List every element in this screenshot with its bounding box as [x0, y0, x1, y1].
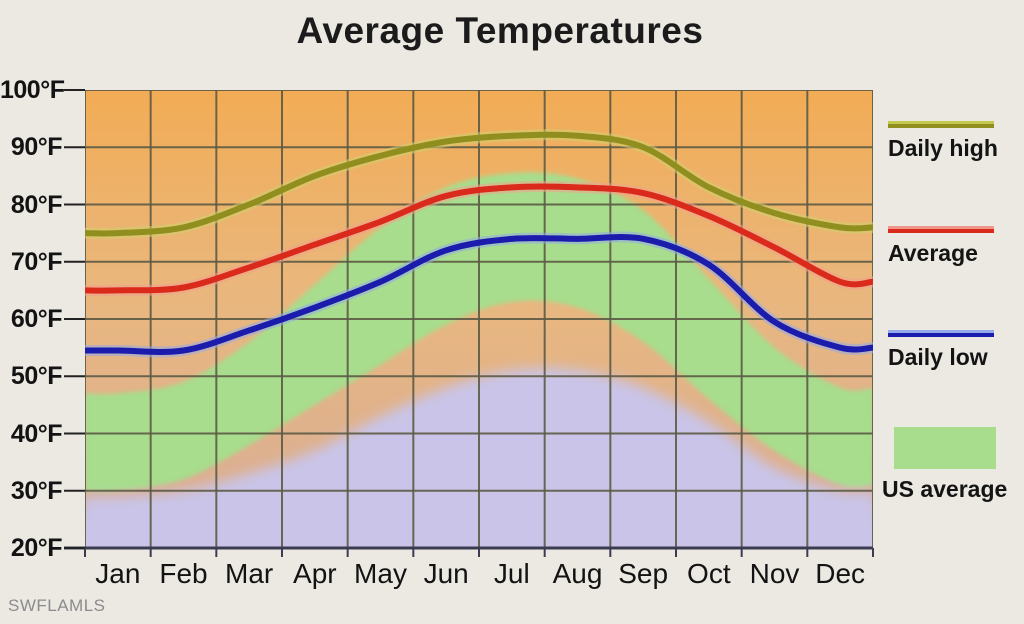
y-axis-label-100: 100°F — [0, 76, 65, 104]
y-axis-label-40: 40°F — [10, 419, 63, 448]
y-axis-label-30: 30°F — [10, 476, 63, 505]
x-axis-label-mar: Mar — [225, 558, 274, 589]
y-axis-label-70: 70°F — [10, 247, 63, 276]
x-axis-label-jun: Jun — [423, 558, 469, 589]
x-axis-label-feb: Feb — [159, 558, 208, 589]
y-axis-label-80: 80°F — [10, 190, 63, 219]
y-axis-label-90: 90°F — [10, 133, 63, 162]
x-axis-label-apr: Apr — [293, 558, 337, 589]
legend-label-us-average: US average — [882, 476, 1008, 502]
x-axis-label-jan: Jan — [95, 558, 141, 589]
legend-item-daily-high: Daily high — [888, 121, 1024, 162]
legend-label-daily-low: Daily low — [888, 344, 988, 370]
x-axis-label-nov: Nov — [749, 558, 800, 589]
x-axis-label-dec: Dec — [815, 558, 866, 589]
legend-item-average: Average — [888, 226, 1024, 267]
x-axis-label-oct: Oct — [687, 558, 731, 589]
y-axis-label-20: 20°F — [10, 534, 63, 562]
y-axis-label-50: 50°F — [10, 362, 63, 391]
average-line-swatch-icon — [888, 226, 994, 233]
x-axis-label-aug: Aug — [552, 558, 603, 589]
y-axis-label-60: 60°F — [10, 305, 63, 333]
legend-label-daily-high: Daily high — [888, 135, 998, 161]
x-axis-label-jul: Jul — [493, 558, 530, 589]
legend-item-daily-low: Daily low — [888, 330, 1024, 371]
legend-item-us-average: US average — [882, 427, 1024, 503]
watermark: SWFLAMLS — [8, 596, 106, 615]
daily-high-line-swatch-icon — [888, 121, 994, 128]
us-average-area-swatch-icon — [894, 427, 996, 469]
chart-title: Average Temperatures — [296, 10, 704, 51]
x-axis-label-sep: Sep — [618, 558, 669, 589]
daily-low-line-swatch-icon — [888, 330, 994, 337]
legend-label-average: Average — [888, 240, 978, 266]
x-axis-label-may: May — [354, 558, 407, 589]
